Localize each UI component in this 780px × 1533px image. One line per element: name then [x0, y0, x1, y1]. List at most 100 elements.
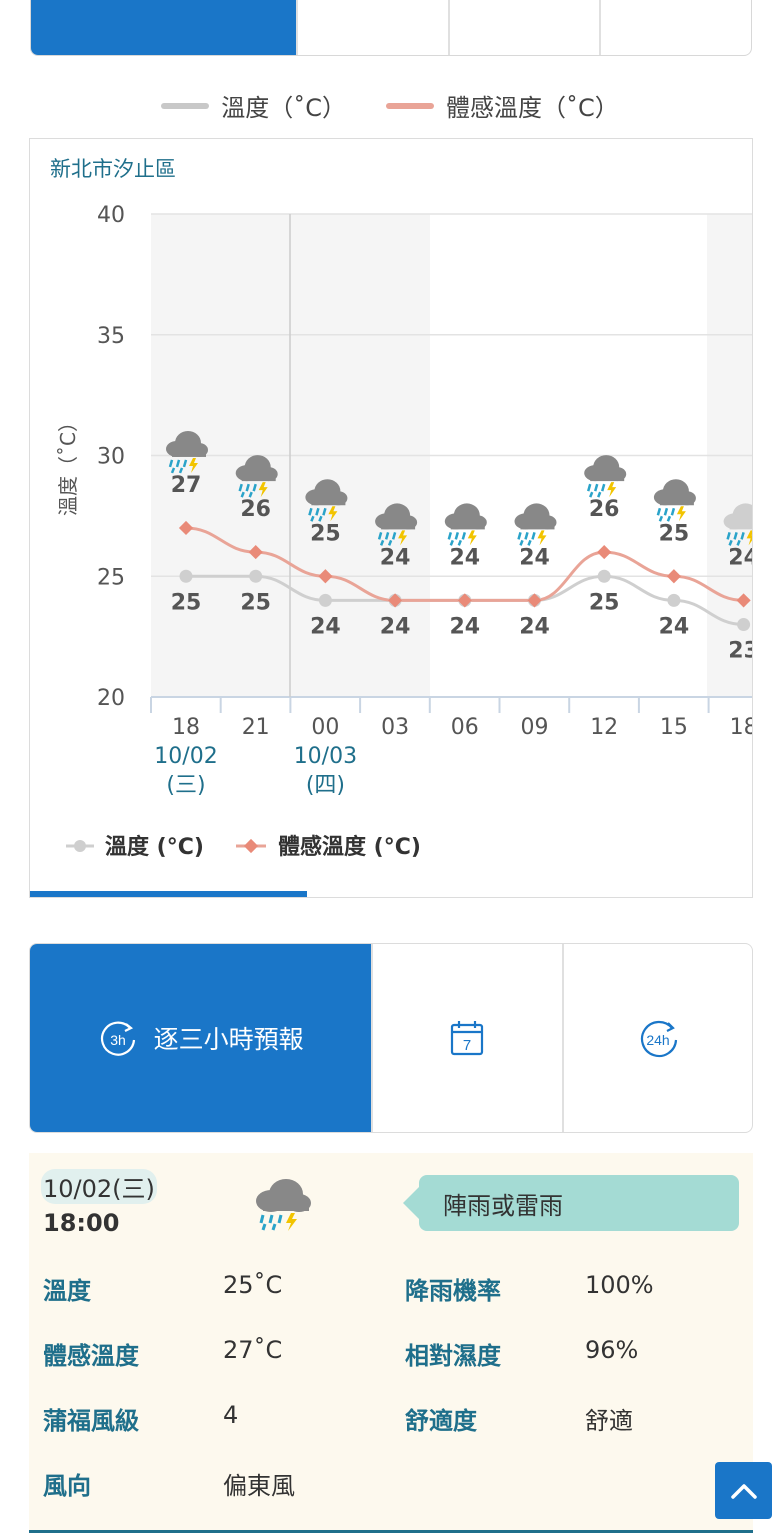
legend-feel-marker [243, 838, 259, 854]
feel-point [597, 545, 612, 560]
rain-thunder-icon [584, 455, 627, 498]
feel-data-label: 26 [589, 497, 620, 522]
feel-data-label: 24 [728, 545, 752, 570]
y-tick-label: 30 [97, 445, 125, 470]
24h-icon: 24h [640, 1020, 677, 1058]
temp-data-label: 24 [310, 614, 341, 639]
feel-point [318, 569, 333, 584]
feel-data-label: 26 [240, 497, 271, 522]
y-tick-label: 25 [97, 565, 125, 590]
top-tab[interactable] [601, 0, 751, 55]
rain-thunder-light-icon [723, 503, 752, 546]
temp-data-label: 25 [589, 590, 620, 615]
forecast-mode-tabs: 3h 逐三小時預報 7 24h [29, 943, 753, 1133]
y-axis-label: 溫度（˚C） [56, 412, 80, 516]
tab-24-hour[interactable]: 24h [564, 944, 752, 1132]
rain-thunder-icon [375, 503, 418, 546]
y-tick-label: 40 [97, 203, 125, 228]
legend-temp[interactable]: 溫度（˚C） [161, 88, 346, 123]
legend-temp-label: 溫度 (°C) [105, 834, 204, 860]
x-tick-label: 18 [730, 715, 752, 740]
legend-temp-label: 溫度（˚C） [221, 94, 346, 122]
beaufort-value: 4 [223, 1401, 239, 1429]
humidity-label: 相對濕度 [405, 1342, 501, 1370]
date-label: 10/02 [154, 744, 217, 769]
temp-point [737, 618, 751, 632]
x-tick-label: 00 [311, 715, 339, 740]
top-tab-active[interactable] [31, 0, 299, 55]
detail-date: 10/02(三) [41, 1169, 157, 1204]
top-tab[interactable] [298, 0, 450, 55]
legend-temp-swatch [161, 102, 210, 109]
y-tick-label: 35 [97, 324, 125, 349]
temp-point [249, 569, 263, 583]
rain-thunder-icon [514, 503, 557, 546]
temperature-chart-card: 新北市汐止區 20 25 30 35 40 溫度（˚C） 18 21 00 03 06 09 12 15 1… [29, 138, 753, 898]
feel-data-label: 25 [310, 521, 341, 546]
rain-thunder-icon [305, 479, 348, 522]
back-to-top-button[interactable] [715, 1462, 772, 1519]
weekday-label: (三) [166, 773, 205, 798]
wind-dir-label: 風向 [43, 1472, 91, 1500]
feel-point [736, 593, 751, 608]
temp-data-label: 24 [659, 614, 690, 639]
svg-text:24h: 24h [646, 1032, 669, 1048]
weekday-label: (四) [306, 773, 345, 798]
feel-data-label: 24 [380, 545, 411, 570]
temp-data-label: 25 [240, 590, 271, 615]
y-tick-label: 20 [97, 686, 125, 711]
feel-data-label: 24 [519, 545, 550, 570]
x-tick-label: 15 [660, 715, 688, 740]
feel-data-label: 24 [449, 545, 480, 570]
temp-value: 25˚C [223, 1271, 283, 1299]
humidity-value: 96% [585, 1336, 639, 1364]
comfort-value: 舒適 [585, 1407, 633, 1435]
legend-feel[interactable]: 體感溫度（˚C） [386, 88, 619, 123]
legend-feel-swatch [386, 102, 434, 109]
temp-point [667, 593, 681, 607]
x-tick-label: 12 [590, 715, 618, 740]
tab-7-day[interactable]: 7 [373, 944, 564, 1132]
temperature-chart: 20 25 30 35 40 溫度（˚C） 18 21 00 03 06 09 12 15 18 10/02 (… [56, 203, 752, 860]
legend-feel-label: 體感溫度 (°C) [278, 834, 421, 860]
chart-scrollbar[interactable] [30, 891, 307, 897]
x-tick-label: 21 [242, 715, 270, 740]
svg-text:7: 7 [463, 1037, 471, 1054]
temp-point [597, 569, 611, 583]
x-tick-label: 09 [521, 715, 549, 740]
top-tab[interactable] [450, 0, 602, 55]
temp-data-label: 24 [519, 614, 550, 639]
x-tick-label: 06 [451, 715, 479, 740]
x-tick-label: 03 [381, 715, 409, 740]
legend-temp-marker [74, 840, 86, 852]
temp-data-label: 25 [171, 590, 202, 615]
detail-time: 18:00 [43, 1209, 120, 1237]
temp-data-label: 24 [449, 614, 480, 639]
comfort-label: 舒適度 [405, 1407, 477, 1435]
top-tab-strip [30, 0, 752, 56]
weather-description: 陣雨或雷雨 [403, 1175, 739, 1231]
feel-label: 體感溫度 [43, 1342, 139, 1370]
chevron-up-icon [730, 1483, 757, 1499]
feel-point [527, 593, 542, 608]
calendar-7-icon: 7 [451, 1021, 484, 1056]
forecast-detail-panel: 10/02(三) 18:00 陣雨或雷雨 溫度 25˚C 降雨機率 100% 體… [29, 1153, 753, 1533]
temp-data-label: 24 [380, 614, 411, 639]
svg-text:3h: 3h [110, 1032, 126, 1048]
tab-3-hour[interactable]: 3h 逐三小時預報 [30, 944, 374, 1132]
location-title: 新北市汐止區 [50, 157, 176, 181]
feel-data-label: 25 [659, 521, 690, 546]
temp-data-label: 23 [728, 639, 752, 664]
feel-value: 27˚C [223, 1336, 283, 1364]
rain-prob-value: 100% [585, 1271, 654, 1299]
rain-thunder-icon [235, 455, 278, 498]
feel-point [457, 593, 472, 608]
date-label: 10/03 [294, 744, 357, 769]
x-tick-label: 18 [172, 715, 200, 740]
rain-prob-label: 降雨機率 [405, 1277, 501, 1305]
rain-thunder-icon [166, 430, 208, 474]
temp-label: 溫度 [43, 1277, 91, 1305]
feel-point [666, 569, 681, 584]
feel-point [388, 593, 403, 608]
rain-thunder-icon [444, 503, 487, 546]
